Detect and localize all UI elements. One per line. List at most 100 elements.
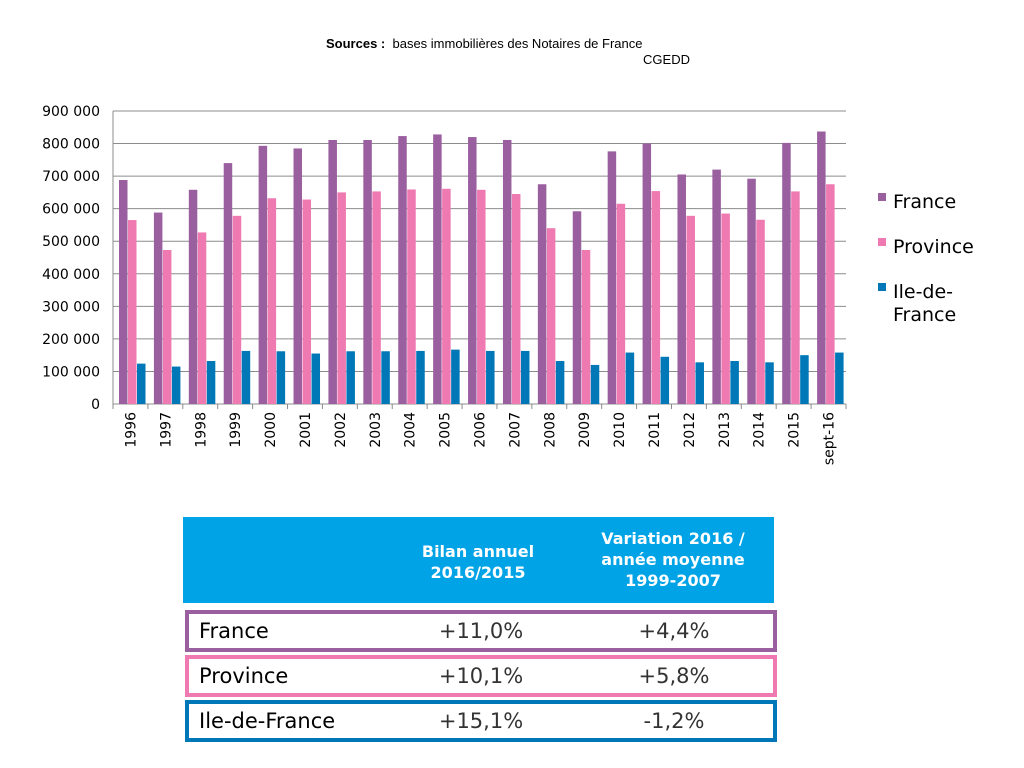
x-tick-label: 2002 xyxy=(333,412,349,448)
bar-france xyxy=(607,151,617,404)
x-tick-label: 2010 xyxy=(612,412,628,448)
y-tick-label: 0 xyxy=(91,397,100,413)
bar-france xyxy=(502,139,512,405)
sources-label: Sources : xyxy=(326,36,386,51)
header-variation-line1: Variation 2016 / xyxy=(601,529,745,548)
bar-ile-de-france xyxy=(835,352,844,404)
legend-label: France xyxy=(893,191,956,213)
x-tick-label: 2009 xyxy=(577,412,593,448)
bar-ile-de-france xyxy=(730,361,739,404)
row-name: Ile-de-France xyxy=(199,709,336,733)
x-tick-label: 2015 xyxy=(787,412,803,448)
legend-label: France xyxy=(893,304,956,326)
bar-province xyxy=(162,250,172,404)
bar-france xyxy=(433,134,442,404)
bar-france xyxy=(363,139,372,405)
x-tick-label: 2011 xyxy=(647,412,663,448)
row-variation: +4,4% xyxy=(638,619,710,643)
x-tick-label: sept-16 xyxy=(822,412,838,465)
bar-ile-de-france xyxy=(660,356,670,404)
row-name: Province xyxy=(199,664,289,688)
x-tick-label: 2006 xyxy=(473,412,489,448)
bar-province xyxy=(442,188,451,404)
x-tick-label: 2003 xyxy=(368,412,384,448)
legend-swatch xyxy=(878,193,886,201)
y-tick-label: 100 000 xyxy=(42,364,100,380)
header-variation-line2: année moyenne xyxy=(601,550,745,569)
row-variation: -1,2% xyxy=(643,709,705,733)
bar-province xyxy=(197,232,207,404)
bar-ile-de-france xyxy=(206,361,216,404)
legend-label: Province xyxy=(893,236,974,258)
bar-province xyxy=(651,191,661,404)
bar-ile-de-france xyxy=(137,363,146,404)
y-tick-label: 500 000 xyxy=(42,234,100,250)
bar-france xyxy=(677,174,686,404)
bar-france xyxy=(642,143,652,405)
bar-france xyxy=(782,142,791,404)
bar-province xyxy=(581,250,591,404)
x-tick-label: 1997 xyxy=(158,412,174,448)
bar-province xyxy=(756,219,765,404)
y-tick-label: 200 000 xyxy=(42,332,100,348)
x-tick-label: 1999 xyxy=(228,412,244,448)
bar-ile-de-france xyxy=(346,351,355,404)
legend-swatch xyxy=(878,238,886,246)
bar-france xyxy=(468,137,477,405)
bar-france xyxy=(153,212,163,404)
header-bilan-line1: Bilan annuel xyxy=(421,542,535,561)
legend-swatch xyxy=(878,283,886,291)
row-name: France xyxy=(199,619,269,643)
bar-france xyxy=(258,145,268,404)
bar-france xyxy=(572,211,582,404)
x-tick-label: 1996 xyxy=(123,412,139,448)
sources-line2: CGEDD xyxy=(643,52,690,67)
bar-province xyxy=(791,191,800,404)
header-bilan-line2: 2016/2015 xyxy=(430,563,526,582)
header-bilan: Bilan annuel 2016/2015 xyxy=(388,541,568,583)
x-tick-label: 2008 xyxy=(542,412,558,448)
bar-province xyxy=(407,189,416,404)
bar-ile-de-france xyxy=(381,351,390,404)
bar-province xyxy=(826,184,835,404)
bar-france xyxy=(223,163,233,404)
row-bilan: +11,0% xyxy=(438,619,524,643)
bar-ile-de-france xyxy=(171,366,181,404)
x-tick-label: 2005 xyxy=(438,412,454,448)
row-variation: +5,8% xyxy=(638,664,710,688)
bar-province xyxy=(616,203,626,404)
y-tick-label: 600 000 xyxy=(42,202,100,218)
bar-province xyxy=(477,189,486,404)
bar-province xyxy=(372,191,381,404)
bar-province xyxy=(337,192,346,404)
bar-ile-de-france xyxy=(451,349,460,404)
bar-chart: 0 100 000 200 000 300 000 400 000 500 000 600 … xyxy=(42,104,974,465)
bar-province xyxy=(302,199,312,404)
table-header: Bilan annuel 2016/2015 Variation 2016 / … xyxy=(183,517,774,603)
bar-ile-de-france xyxy=(800,355,809,404)
bar-france xyxy=(747,178,756,404)
x-tick-label: 2007 xyxy=(507,412,523,448)
bar-ile-de-france xyxy=(241,350,251,404)
row-bilan: +10,1% xyxy=(438,664,524,688)
bar-france xyxy=(398,136,407,404)
bar-france xyxy=(119,180,128,404)
bar-province xyxy=(721,213,730,404)
bar-ile-de-france xyxy=(311,353,321,404)
bar-france xyxy=(537,184,547,404)
y-tick-label: 400 000 xyxy=(42,267,100,283)
bar-province xyxy=(232,215,242,404)
sources-note: Sources : bases immobilières des Notaire… xyxy=(326,36,690,68)
bar-france xyxy=(293,148,303,404)
x-tick-label: 2001 xyxy=(298,412,314,448)
bar-ile-de-france xyxy=(416,350,425,404)
bar-ile-de-france xyxy=(555,361,565,404)
x-tick-label: 2000 xyxy=(263,412,279,448)
bar-ile-de-france xyxy=(765,362,774,404)
bar-france xyxy=(817,131,826,404)
bar-province xyxy=(267,198,277,404)
bar-ile-de-france xyxy=(486,350,495,404)
table-row-province: Province +10,1% +5,8% xyxy=(185,655,777,697)
x-tick-label: 2013 xyxy=(717,412,733,448)
bar-province xyxy=(511,194,521,404)
